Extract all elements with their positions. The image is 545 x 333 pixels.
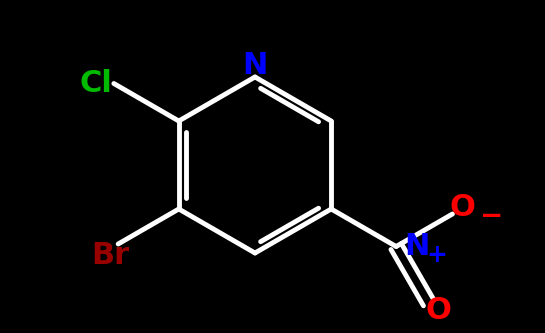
Text: Cl: Cl [80, 69, 112, 98]
Text: Br: Br [91, 241, 129, 270]
Text: N: N [404, 232, 429, 261]
Text: N: N [243, 51, 268, 80]
Text: O: O [450, 193, 475, 222]
Text: O: O [426, 296, 452, 325]
Text: −: − [481, 202, 504, 230]
Text: +: + [426, 242, 447, 266]
